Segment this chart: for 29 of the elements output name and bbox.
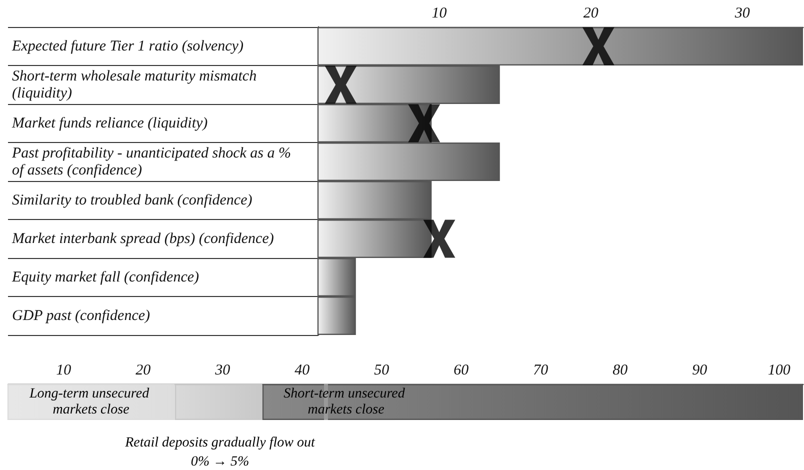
- x-tick-label: 10: [432, 6, 448, 22]
- point: [324, 66, 357, 104]
- text: 0% → 5%: [190, 454, 250, 470]
- text: Retail deposits gradually flow out: [124, 436, 316, 450]
- x-tick-label: 10: [56, 362, 72, 378]
- y-tick-label: Short-term wholesale maturity mismatch (liquidity): [12, 68, 260, 102]
- annotation: Short-term unsecured markets close: [284, 386, 408, 418]
- x-tick-label: 30: [214, 362, 231, 378]
- x-tick-label: 50: [374, 362, 390, 378]
- x-tick-label: 90: [692, 362, 708, 378]
- annotation: Long-term unsecured markets close: [28, 386, 153, 418]
- x-tick-label: 60: [454, 362, 470, 378]
- point: [408, 104, 440, 142]
- x-tick-label: 30: [734, 6, 750, 22]
- point: [582, 27, 614, 66]
- x-tick-label: 70: [533, 362, 549, 378]
- y-tick-label: Expected future Tier 1 ratio (solvency): [11, 38, 244, 54]
- y-tick-label: GDP past (confidence): [12, 308, 150, 324]
- y-tick-label: Past profitability - unanticipated shock as a % of assets (confidence): [11, 145, 295, 178]
- x-tick-label: 100: [768, 362, 791, 378]
- x-tick-label: 20: [583, 6, 599, 22]
- y-tick-label: Equity market fall (confidence): [11, 269, 200, 286]
- y-tick-label: Market interbank spread (bps) (confidence): [11, 230, 274, 247]
- x-tick-label: 20: [136, 362, 152, 378]
- y-tick-label: Market funds reliance (liquidity): [11, 115, 208, 132]
- point: [423, 220, 456, 258]
- y-tick-label: Similarity to troubled bank (confidence): [12, 192, 252, 208]
- x-tick-label: 80: [612, 362, 628, 378]
- x-tick-label: 40: [294, 362, 310, 378]
